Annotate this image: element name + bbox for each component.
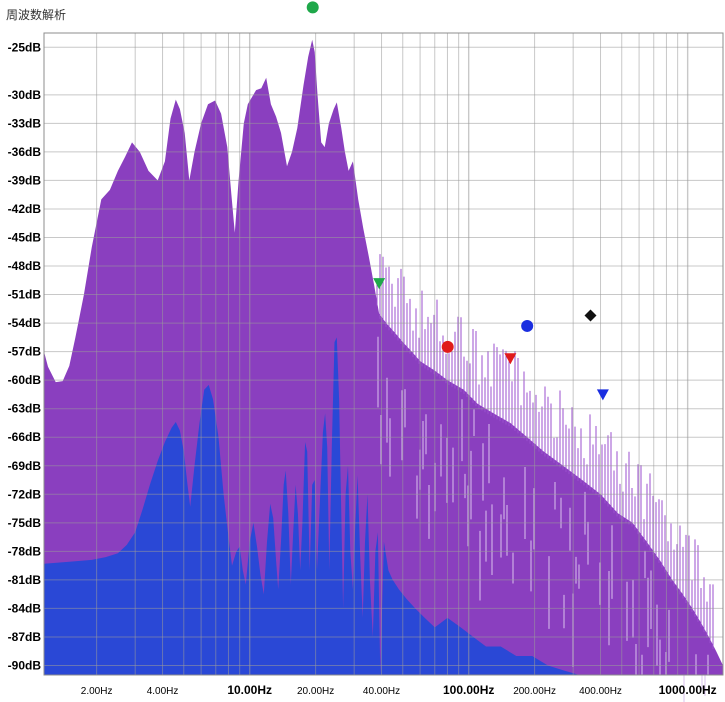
marker-circle [521,319,534,332]
spectrum-area-2 [44,337,580,675]
y-tick-label: -57dB [8,345,42,359]
marker-triangle [373,278,386,290]
y-tick-label: -25dB [8,40,42,54]
marker-triangle [596,389,609,401]
y-tick-label: -42dB [8,202,42,216]
marker-circle [441,340,454,353]
x-tick-label: 40.00Hz [363,686,400,697]
plot-frame [43,32,724,676]
y-tick-label: -69dB [8,459,42,473]
y-tick-label: -39dB [8,173,42,187]
x-tick-label: 400.00Hz [579,686,622,697]
marker-diamond [584,309,597,322]
x-tick-label: 100.00Hz [443,683,494,697]
x-tick-label: 1000.00Hz [659,683,717,697]
y-tick-label: -72dB [8,487,42,501]
y-tick-label: -66dB [8,430,42,444]
x-tick-label: 200.00Hz [513,686,556,697]
y-tick-label: -75dB [8,516,42,530]
x-tick-label: 10.00Hz [227,683,272,697]
y-tick-label: -30dB [8,88,42,102]
y-tick-label: -54dB [8,316,42,330]
y-tick-label: -90dB [8,658,42,672]
y-tick-label: -78dB [8,544,42,558]
y-tick-label: -84dB [8,601,42,615]
window-title: 周波数解析 [6,8,67,22]
x-tick-label: 2.00Hz [81,686,113,697]
y-tick-label: -87dB [8,630,42,644]
y-tick-label: -60dB [8,373,42,387]
marker-circle [306,1,319,14]
y-tick-label: -51dB [8,288,42,302]
marker-triangle [504,353,517,365]
y-tick-label: -48dB [8,259,42,273]
y-tick-label: -45dB [8,230,42,244]
y-tick-label: -81dB [8,573,42,587]
x-tick-label: 4.00Hz [147,686,179,697]
y-tick-label: -63dB [8,402,42,416]
y-tick-label: -33dB [8,116,42,130]
y-tick-label: -36dB [8,145,42,159]
x-tick-label: 20.00Hz [297,686,334,697]
